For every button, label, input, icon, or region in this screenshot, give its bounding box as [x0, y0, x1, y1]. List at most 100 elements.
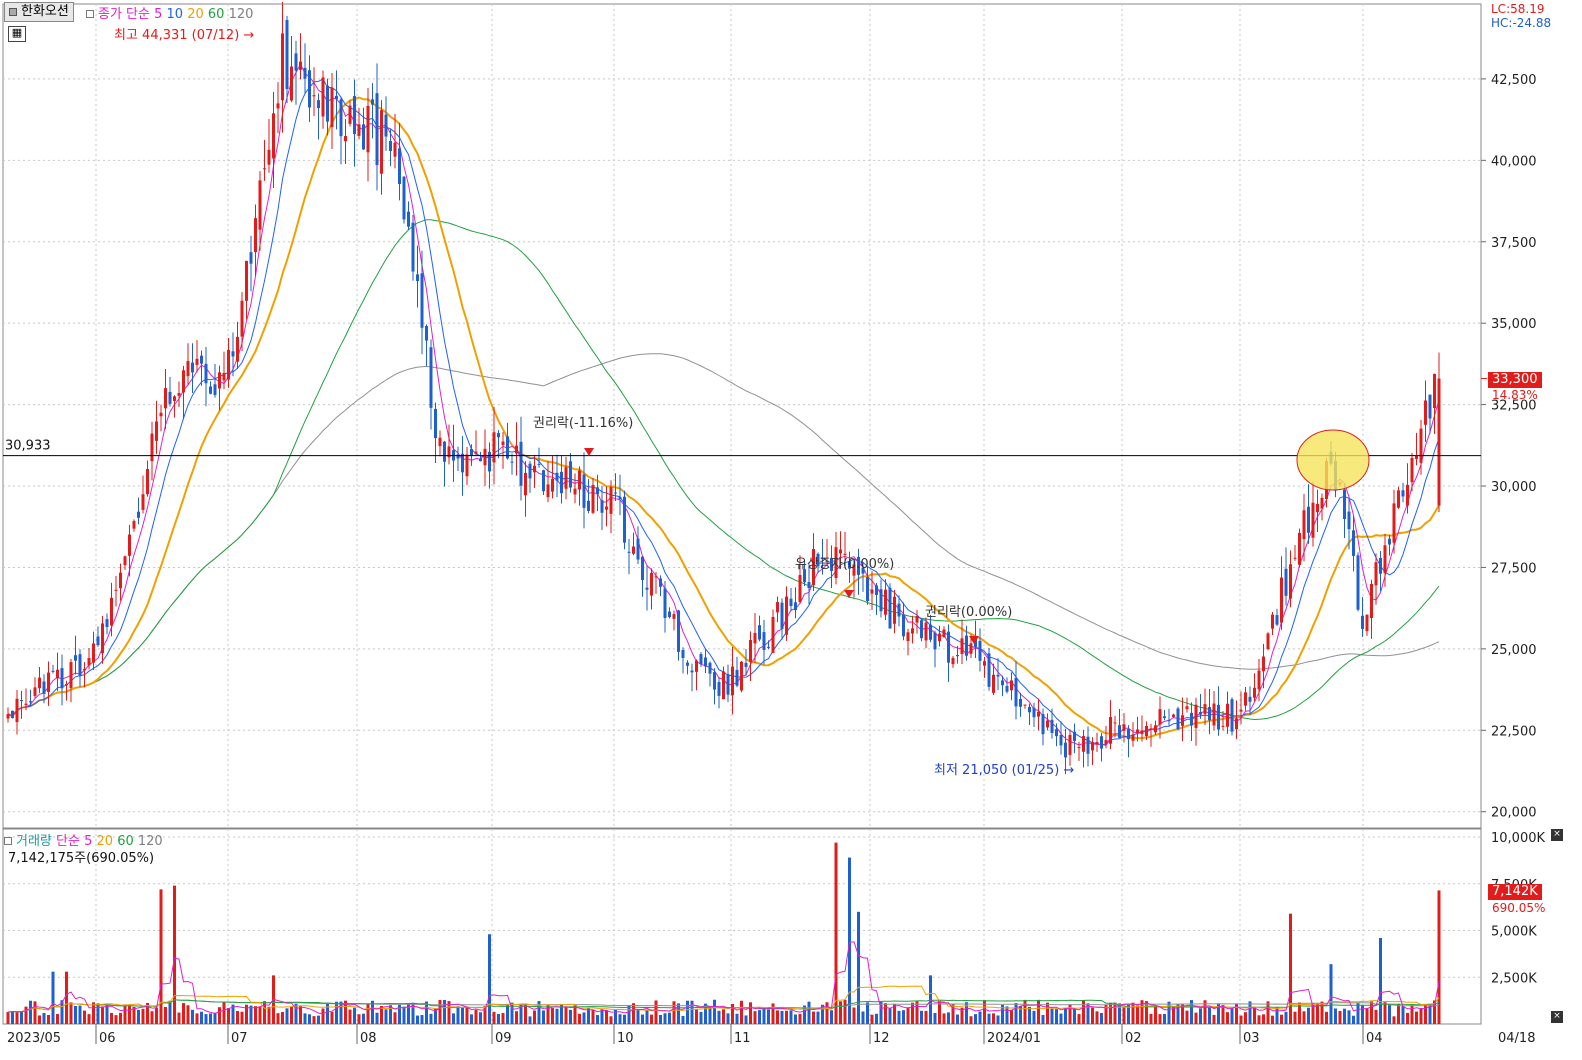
candle-body — [632, 546, 635, 554]
stock-name-button[interactable]: 한화오션 — [4, 2, 74, 22]
volume-bar — [938, 1000, 941, 1024]
candle-body — [294, 53, 298, 71]
volume-bar — [803, 1005, 806, 1024]
volume-bar — [758, 1010, 761, 1024]
volume-bar — [146, 1003, 149, 1024]
candle-body — [1253, 687, 1256, 698]
candle-body — [1086, 736, 1090, 754]
volume-bar — [11, 1010, 14, 1024]
rights-event-label: 권리락(-11.16%) — [533, 416, 633, 431]
candle-body — [344, 136, 347, 142]
candle-body — [1032, 707, 1036, 718]
candle-body — [825, 560, 829, 562]
volume-bar — [744, 1015, 748, 1024]
candle-body — [780, 602, 784, 629]
candle-body — [1221, 725, 1225, 727]
volume-bar — [452, 1013, 455, 1024]
volume-bar — [1361, 1005, 1364, 1024]
volume-bar — [857, 911, 860, 1024]
table-view-icon[interactable]: ▦ — [8, 26, 26, 42]
candle-body — [1136, 729, 1139, 733]
candle-body — [231, 351, 235, 357]
candle-body — [1284, 568, 1288, 596]
candle-body — [506, 436, 509, 459]
candle-body — [1055, 729, 1058, 737]
candle-body — [456, 454, 460, 459]
volume-bar — [294, 1003, 298, 1024]
candle-body — [321, 77, 325, 117]
candle-body — [78, 654, 82, 676]
candle-body — [24, 703, 28, 706]
volume-bar — [1424, 1004, 1427, 1024]
highlight-ellipse — [1296, 429, 1370, 491]
volume-bar — [1230, 1007, 1234, 1024]
volume-bar — [47, 1015, 50, 1024]
volume-bar — [915, 1001, 919, 1024]
volume-bar — [110, 1012, 113, 1024]
candle-body — [317, 100, 320, 109]
close-pane-icon[interactable]: × — [1551, 829, 1563, 841]
volume-bar — [1064, 1008, 1067, 1024]
volume-bar — [362, 1013, 365, 1024]
candle-body — [875, 585, 878, 595]
close-pane-icon[interactable]: × — [1551, 1011, 1563, 1023]
x-tick-label: 2023/05 — [7, 1031, 61, 1046]
candle-body — [213, 384, 217, 396]
volume-bar — [1379, 937, 1382, 1024]
candle-body — [20, 700, 23, 702]
volume-bar — [1316, 1002, 1319, 1024]
volume-bar — [546, 1005, 550, 1024]
volume-bar — [1136, 1005, 1139, 1024]
candle-body — [56, 669, 59, 679]
volume-bar — [245, 1004, 248, 1024]
volume-bar — [78, 1005, 82, 1024]
candle-body — [618, 496, 622, 499]
current-price-badge: 33,300 — [1488, 372, 1542, 388]
volume-bar — [128, 1005, 131, 1024]
candle-body — [1199, 712, 1202, 715]
candle-body — [704, 657, 707, 667]
candle-body — [1149, 728, 1153, 730]
candle-body — [902, 614, 905, 637]
volume-bar — [1325, 1011, 1328, 1024]
candle-body — [222, 372, 226, 381]
candle-body — [713, 672, 716, 690]
candle-body — [1433, 373, 1436, 409]
volume-bar — [1118, 1003, 1121, 1024]
volume-bar — [704, 1003, 707, 1024]
current-volume-badge: 7,142K — [1488, 884, 1542, 900]
candle-body — [1392, 503, 1396, 543]
candle-body — [915, 615, 919, 623]
volume-bar — [834, 842, 838, 1024]
candle-body — [330, 88, 334, 127]
volume-change-label: 690.05% — [1492, 901, 1546, 915]
volume-bar — [1406, 1012, 1409, 1024]
volume-bar — [1019, 1006, 1022, 1024]
candle-body — [335, 95, 338, 100]
candle-body — [1401, 490, 1405, 497]
x-tick-label: 02 — [1125, 1031, 1142, 1046]
candle-body — [758, 625, 761, 640]
volume-bar — [650, 1014, 653, 1024]
volume-bar — [1149, 1013, 1153, 1024]
volume-bar — [492, 1011, 496, 1024]
candle-body — [1127, 729, 1130, 740]
volume-bar — [1262, 1014, 1265, 1024]
volume-bar — [560, 1004, 563, 1024]
candle-body — [744, 662, 748, 667]
price-tick-label: 22,500 — [1491, 724, 1537, 739]
candle-body — [663, 588, 667, 618]
volume-bar — [1109, 1002, 1112, 1024]
volume-bar — [839, 1001, 842, 1024]
legend-box-icon — [86, 10, 94, 18]
volume-bar — [1154, 1005, 1157, 1024]
candle-body — [1167, 719, 1171, 722]
volume-bar — [677, 1003, 680, 1024]
candle-body — [285, 20, 289, 89]
volume-bar — [947, 1012, 950, 1024]
candle-body — [1140, 730, 1144, 735]
volume-bar — [1401, 1005, 1405, 1024]
candle-body — [767, 646, 770, 648]
volume-bar — [632, 1003, 635, 1024]
